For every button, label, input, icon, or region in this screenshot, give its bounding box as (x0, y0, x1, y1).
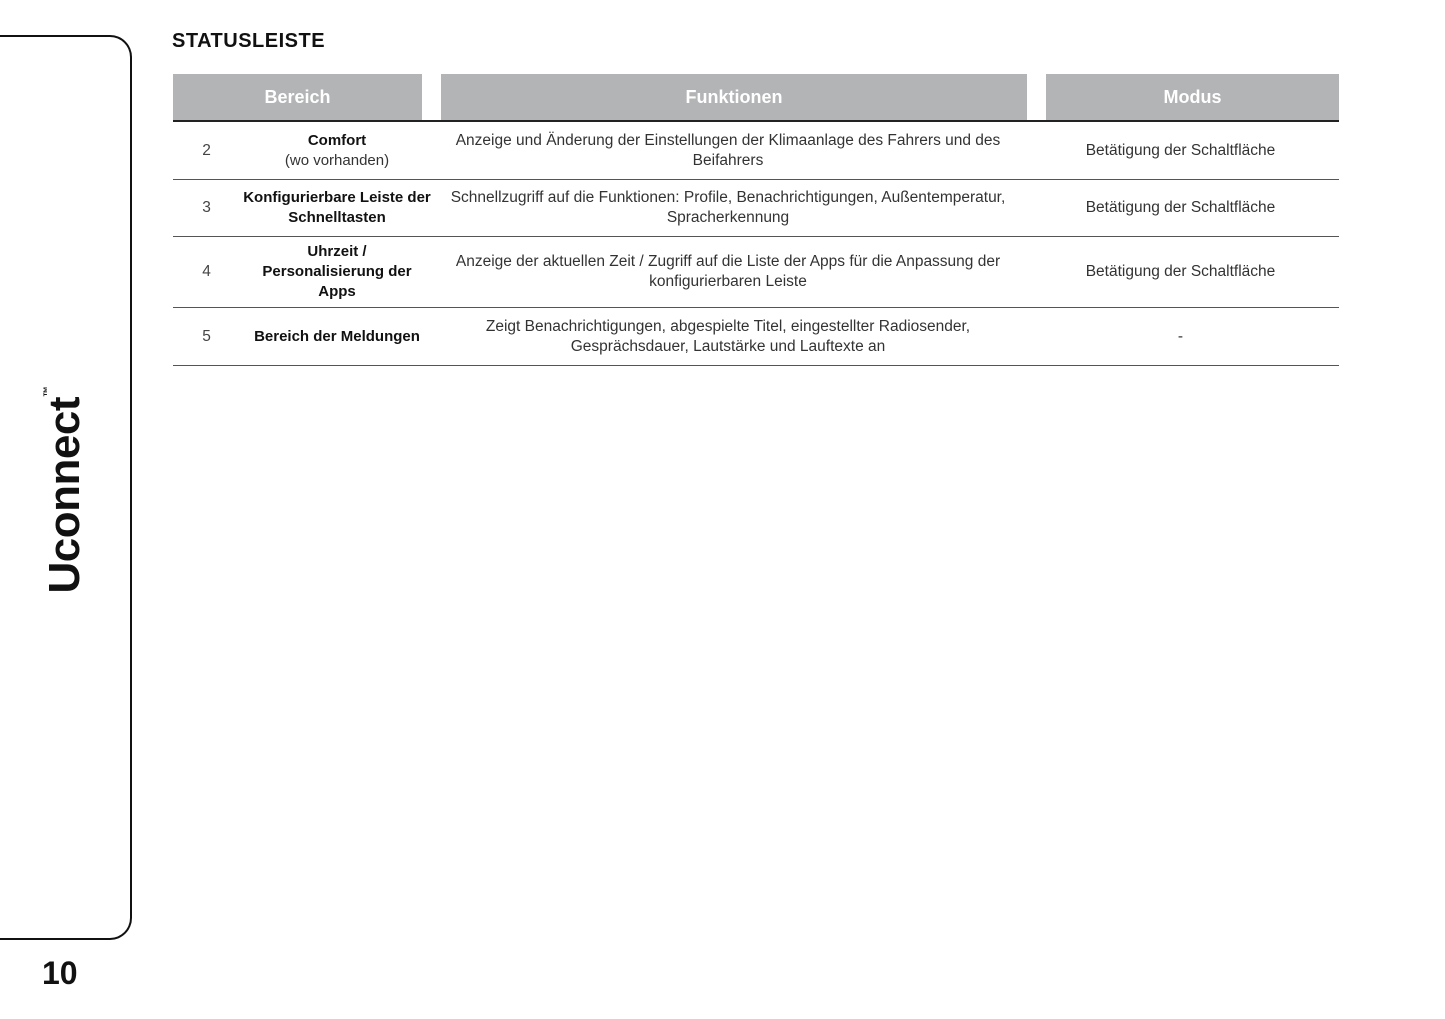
header-bereich: Bereich (173, 74, 422, 121)
row-number: 2 (202, 141, 211, 159)
row-modus: Betätigung der Schaltfläche (1085, 199, 1276, 216)
chapter-tab (0, 35, 132, 940)
row-modus: Betätigung der Schaltfläche (1085, 141, 1276, 159)
bereich-label: Comfort (307, 131, 367, 149)
header-modus: Modus (1046, 74, 1339, 121)
row-number: 4 (202, 263, 211, 280)
row-modus: Betätigung der Schaltfläche (1085, 263, 1276, 280)
row-funktionen: Anzeige der aktuellen Zeit / Zugriff auf… (455, 253, 1001, 290)
header-divider (173, 120, 1339, 122)
row-bereich: Uhrzeit / Personalisierung der Apps (262, 243, 412, 300)
row-number: 3 (202, 199, 211, 216)
row-funktionen: Anzeige und Änderung der Einstellungen d… (455, 131, 1001, 169)
chapter-brand: Uconnect™ (40, 387, 90, 594)
table-row: 4 Uhrzeit / Personalisierung der Apps An… (173, 237, 1339, 308)
brand-text: Uconnect (40, 397, 89, 594)
section-title: STATUSLEISTE (172, 30, 326, 52)
row-funktionen: Schnellzugriff auf die Funktionen: Profi… (450, 189, 1006, 226)
row-modus: - (1177, 327, 1184, 345)
table-row: 2 Comfort (wo vorhanden) Anzeige und Ände… (173, 122, 1339, 180)
row-bereich: Bereich der Meldungen (254, 327, 420, 345)
page-number: 10 (42, 955, 78, 991)
row-number: 5 (202, 327, 211, 345)
row-funktionen: Zeigt Benachrichtigungen, abgespielte Ti… (485, 317, 971, 355)
row-bereich: Comfort (wo vorhanden) (240, 131, 434, 171)
table-row: 3 Konfigurierbare Leiste der Schnelltast… (173, 180, 1339, 237)
trademark: ™ (42, 386, 54, 398)
row-bereich: Konfigurierbare Leiste der Schnelltasten (243, 189, 431, 226)
table-row: 5 Bereich der Meldungen Zeigt Benachrich… (173, 308, 1339, 366)
header-funktionen: Funktionen (441, 74, 1027, 121)
bereich-note: (wo vorhanden) (284, 151, 390, 169)
